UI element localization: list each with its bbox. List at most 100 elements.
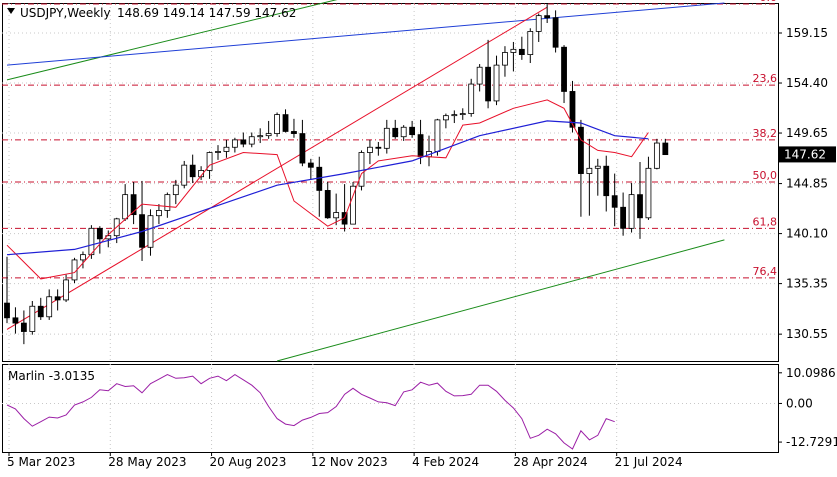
candle-bull <box>172 184 179 196</box>
candle-bear <box>552 17 559 48</box>
candle-bear <box>189 164 196 178</box>
candle-bear <box>4 302 10 319</box>
candle-bear <box>282 114 289 132</box>
candle-bear <box>130 194 137 216</box>
candle-bull <box>147 215 154 248</box>
candle-bull <box>198 170 205 178</box>
candle-bull <box>400 126 407 138</box>
candle-bull <box>535 15 542 32</box>
trend-line-red-support <box>6 6 548 330</box>
candle-bull <box>383 127 390 149</box>
osc-tick-label: 10.0986 <box>786 366 836 380</box>
time-tick-label: 12 Nov 2023 <box>311 455 388 469</box>
candle-bear <box>392 127 399 138</box>
collapse-triangle-icon <box>7 8 15 14</box>
candle-bull <box>434 119 441 152</box>
oscillator-line <box>6 373 615 450</box>
candle-bear <box>417 134 424 158</box>
current-price-tag <box>779 146 836 163</box>
chart-symbol-title: USDJPY,Weekly <box>20 6 111 20</box>
trend-line-green-upper <box>6 0 338 81</box>
candle-bear <box>375 146 382 149</box>
candle-bull <box>476 66 483 85</box>
candle-bear <box>54 296 61 301</box>
candle-bull <box>502 52 508 66</box>
fib-level-label: 0.0 <box>760 0 778 4</box>
candle-bear <box>637 194 643 219</box>
candle-bull <box>257 135 264 138</box>
candle-bull <box>459 113 466 116</box>
fib-level-label: 38,2 <box>753 127 778 140</box>
candle-bull <box>46 296 53 318</box>
candle-bull <box>274 114 280 134</box>
candle-bear <box>409 126 416 136</box>
candle-bull <box>493 64 500 102</box>
candle-bull <box>358 152 365 187</box>
candle-bear <box>12 317 19 324</box>
time-tick-label: 5 Mar 2023 <box>7 455 75 469</box>
candle-bull <box>333 212 340 219</box>
candle-bull <box>367 146 373 153</box>
candle-bull <box>265 133 272 137</box>
candle-bear <box>569 91 576 128</box>
time-tick-label: 28 May 2023 <box>108 455 186 469</box>
candle-bull <box>63 279 69 301</box>
candle-bull <box>451 114 458 117</box>
candle-bull <box>231 139 238 148</box>
candle-bull <box>248 136 255 145</box>
chart-ohlc-readout: 148.69 149.14 147.59 147.62 <box>117 6 296 20</box>
envelope-line <box>6 99 649 280</box>
fib-level-label: 76,4 <box>753 265 778 278</box>
price-tick-label: 140.10 <box>786 227 828 241</box>
candle-bear <box>37 305 44 318</box>
price-tick-label: 144.85 <box>786 177 828 191</box>
indicator-pane-frame <box>2 364 779 453</box>
candle-bear <box>578 126 584 174</box>
time-tick-label: 21 Jul 2024 <box>615 455 683 469</box>
candle-bull <box>223 146 230 152</box>
candle-bear <box>96 227 103 240</box>
osc-tick-label: 0.00 <box>786 396 813 410</box>
candle-bull <box>653 142 660 169</box>
price-tick-label: 130.55 <box>786 327 828 341</box>
candle-bull <box>594 165 601 169</box>
time-tick-label: 28 Apr 2024 <box>513 455 587 469</box>
candle-bull <box>628 194 635 229</box>
candle-bear <box>307 162 314 168</box>
fib-level-label: 61,8 <box>753 215 778 228</box>
price-tick-label: 159.15 <box>786 26 828 40</box>
candle-bear <box>518 48 525 55</box>
candle-bull <box>80 254 86 261</box>
moving-average-line <box>6 120 649 256</box>
candle-bull <box>181 164 188 186</box>
candle-bear <box>611 195 618 208</box>
candle-bull <box>164 194 171 211</box>
price-tick-label: 154.40 <box>786 76 828 90</box>
candle-bear <box>20 322 27 332</box>
trend-line-blue-resistance <box>6 2 725 66</box>
candle-bear <box>299 133 306 164</box>
candle-bull <box>29 305 36 332</box>
candle-bear <box>240 139 247 145</box>
candle-bear <box>324 190 331 219</box>
candle-bear <box>485 66 491 102</box>
price-pane-frame <box>2 3 779 362</box>
time-tick-label: 20 Aug 2023 <box>210 455 287 469</box>
candle-bear <box>662 142 669 156</box>
candle-bull <box>122 194 129 220</box>
fib-level-label: 23,6 <box>753 72 778 85</box>
candle-bull <box>527 31 534 55</box>
candle-bull <box>442 115 449 121</box>
candle-bear <box>291 131 297 134</box>
candle-bear <box>620 206 627 229</box>
candle-bull <box>645 167 652 219</box>
price-tick-label: 135.35 <box>786 277 828 291</box>
candle-bull <box>510 48 517 53</box>
candle-bull <box>156 210 162 217</box>
price-tick-label: 149.65 <box>786 126 828 140</box>
candle-bull <box>468 83 475 114</box>
fib-level-label: 50,0 <box>753 169 778 182</box>
time-tick-label: 4 Feb 2024 <box>412 455 479 469</box>
candle-bull <box>215 151 221 153</box>
